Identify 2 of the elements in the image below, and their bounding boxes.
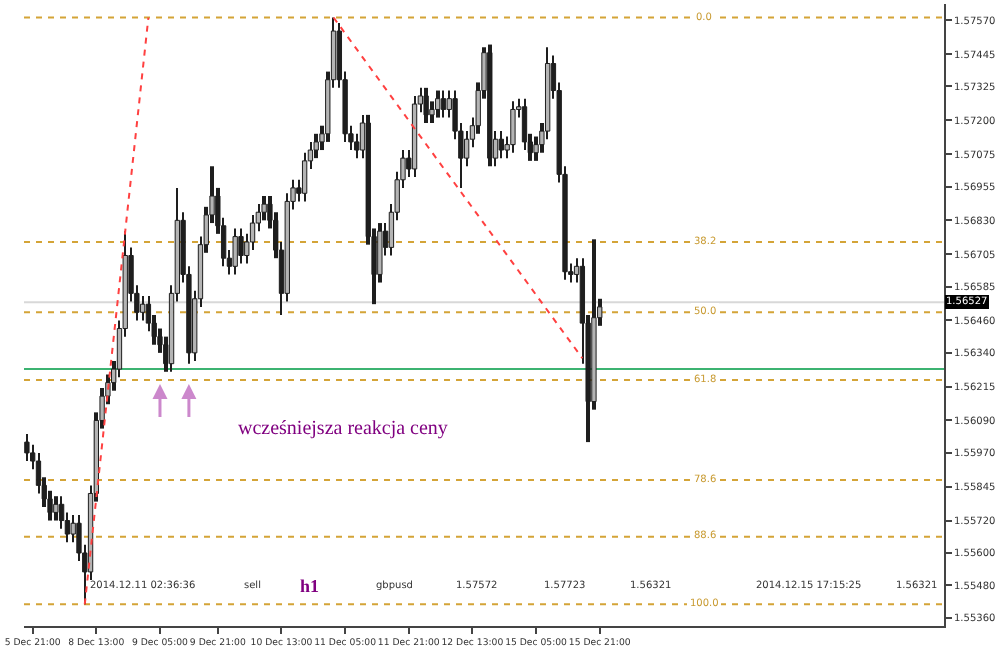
annotation: wcześniejsza reakcja ceny bbox=[238, 418, 448, 440]
annotation: h1 bbox=[300, 576, 321, 596]
